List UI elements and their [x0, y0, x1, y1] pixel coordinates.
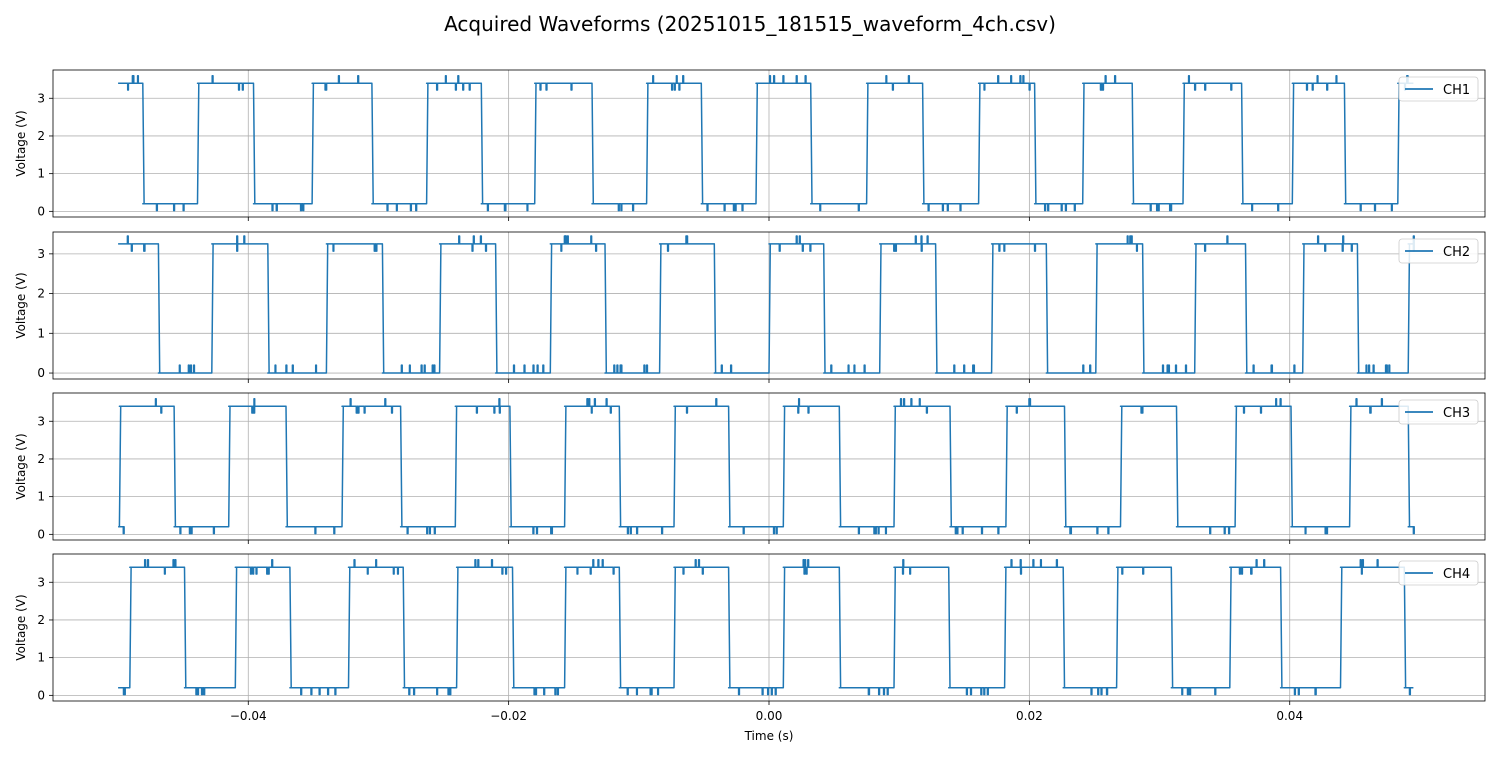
legend-label: CH1: [1443, 83, 1470, 98]
y-tick-label: 0: [37, 688, 45, 702]
panel-ch2: 0 1 2 3 Voltage (V) CH2: [14, 231, 1486, 383]
legend-label: CH3: [1443, 406, 1470, 421]
y-tick-label: 2: [37, 452, 45, 466]
figure-title: Acquired Waveforms (20251015_181515_wave…: [444, 12, 1056, 36]
y-tick-label: 2: [37, 287, 45, 301]
y-tick-label: 2: [37, 129, 45, 143]
x-tick-label: 0.04: [1276, 709, 1303, 723]
x-tick-label: −0.02: [490, 709, 527, 723]
legend-box: [1398, 238, 1479, 264]
y-axis-label: Voltage (V): [14, 272, 28, 338]
y-tick-label: 2: [37, 613, 45, 627]
y-tick-label: 1: [37, 167, 45, 181]
x-tick-label: 0.00: [756, 709, 783, 723]
y-tick-label: 3: [37, 414, 45, 428]
panel-ch3: 0 1 2 3 Voltage (V) CH3: [14, 392, 1486, 544]
legend-box: [1398, 560, 1479, 586]
y-axis-label: Voltage (V): [14, 110, 28, 176]
series-line-ch2: [118, 235, 1415, 374]
y-tick-label: 3: [37, 247, 45, 261]
y-axis-label: Voltage (V): [14, 594, 28, 660]
y-tick-label: 0: [37, 204, 45, 218]
legend-box: [1398, 76, 1479, 102]
legend-label: CH2: [1443, 245, 1470, 260]
series-line-ch1: [118, 74, 1414, 212]
legend-label: CH4: [1443, 567, 1470, 582]
legend-box: [1398, 399, 1479, 425]
panels-group: 0 1 2 3 Voltage (V) CH1 0 1 2 3 Voltage (V) CH2 0 1 2 3…: [14, 69, 1486, 723]
x-tick-label: 0.02: [1016, 709, 1043, 723]
x-tick-label: −0.04: [230, 709, 267, 723]
y-tick-label: 0: [37, 527, 45, 541]
y-tick-label: 1: [37, 651, 45, 665]
y-axis-label: Voltage (V): [14, 433, 28, 499]
x-axis-label: Time (s): [744, 729, 794, 743]
y-tick-label: 3: [37, 91, 45, 105]
y-tick-label: 3: [37, 575, 45, 589]
y-tick-label: 1: [37, 490, 45, 504]
series-line-ch3: [118, 397, 1415, 535]
panel-ch4: 0 1 2 3 −0.04 −0.02 0.00 0.02 0.04 Voltage (V) CH4: [14, 553, 1486, 723]
y-tick-label: 0: [37, 366, 45, 380]
series-line-ch4: [118, 558, 1414, 696]
y-tick-label: 1: [37, 326, 45, 340]
panel-ch1: 0 1 2 3 Voltage (V) CH1: [14, 69, 1486, 221]
